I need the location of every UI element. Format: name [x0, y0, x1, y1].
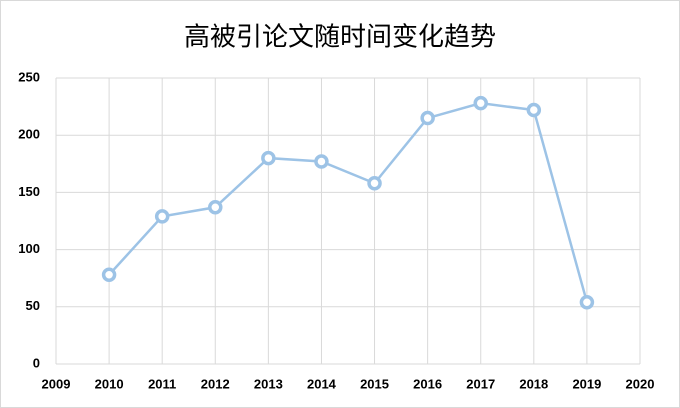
x-tick-label: 2014 — [307, 376, 337, 391]
data-point — [208, 200, 223, 215]
data-point — [101, 267, 117, 283]
x-tick-label: 2010 — [95, 376, 124, 391]
data-point — [261, 150, 276, 166]
data-point — [526, 102, 542, 118]
y-tick-label: 250 — [18, 69, 40, 84]
x-tick-label: 2018 — [519, 376, 548, 391]
y-tick-label: 200 — [18, 127, 40, 142]
x-tick-label: 2017 — [466, 376, 495, 391]
data-point — [420, 110, 435, 126]
x-tick-label: 2020 — [626, 376, 655, 391]
data-point — [473, 95, 488, 111]
x-tick-label: 2019 — [572, 376, 601, 391]
x-tick-label: 2012 — [201, 376, 230, 391]
x-tick-label: 2009 — [42, 376, 71, 391]
x-tick-label: 2016 — [413, 376, 442, 391]
data-point — [314, 154, 329, 169]
data-point — [154, 209, 170, 224]
y-tick-label: 150 — [18, 184, 40, 199]
x-tick-label: 2011 — [148, 376, 176, 391]
data-line — [108, 101, 589, 303]
x-tick-label: 2013 — [254, 376, 283, 391]
data-point — [367, 175, 382, 191]
x-tick-label: 2015 — [360, 376, 389, 391]
y-tick-label: 100 — [18, 241, 40, 256]
data-point — [579, 294, 595, 310]
y-tick-label: 50 — [26, 298, 40, 313]
y-tick-label: 0 — [33, 355, 40, 370]
chart-title: 高被引论文随时间变化趋势 — [184, 23, 496, 53]
